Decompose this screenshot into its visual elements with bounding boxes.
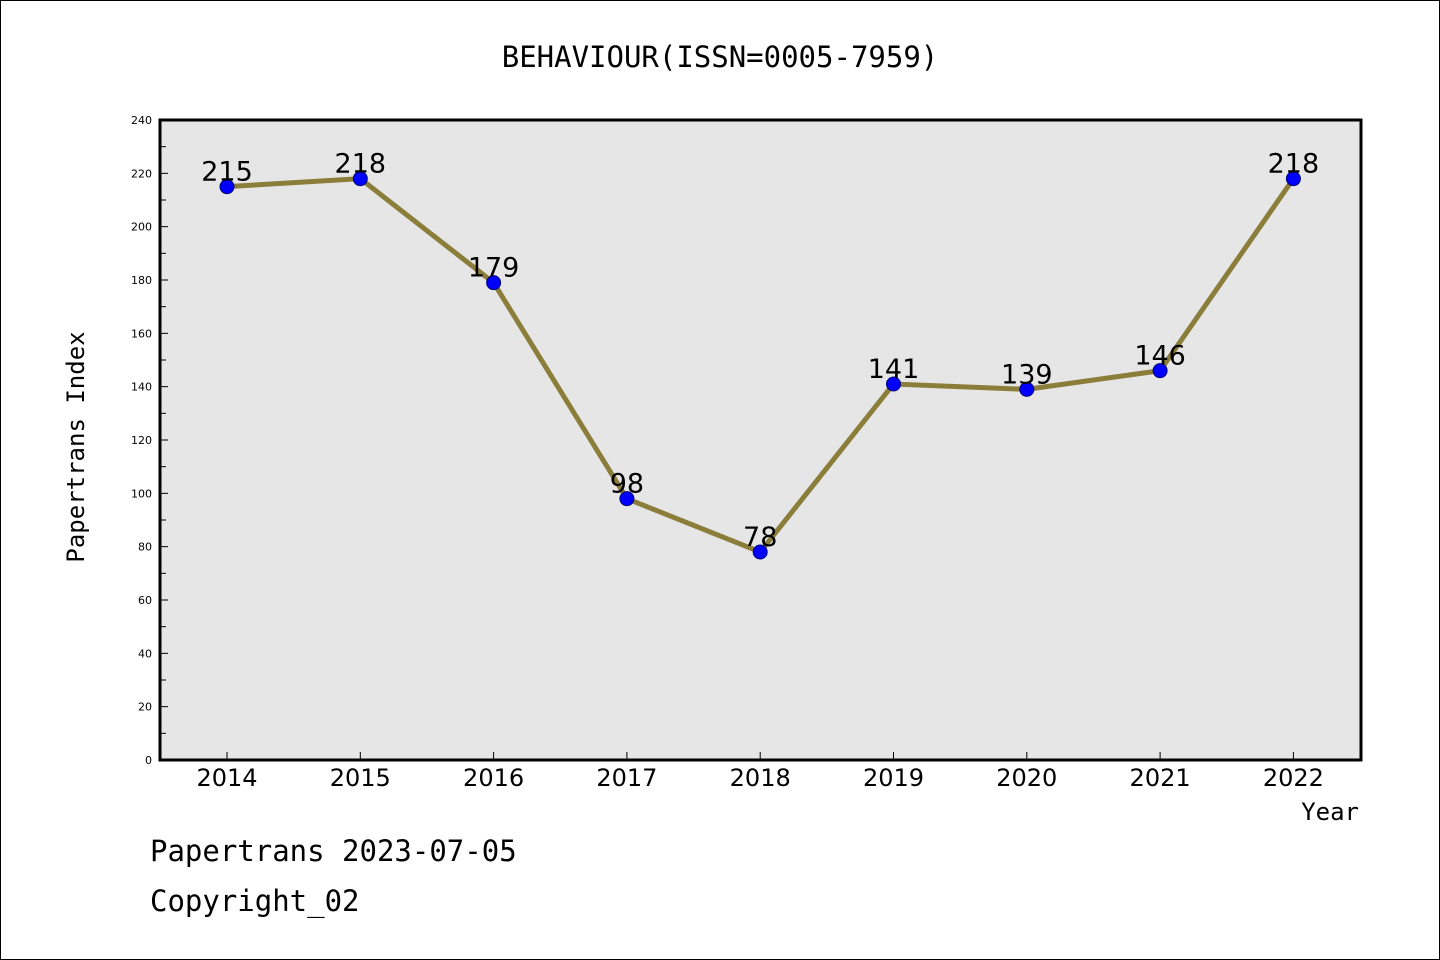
y-tick-label: 180: [131, 274, 152, 287]
y-tick-label: 100: [131, 487, 152, 500]
y-tick-label: 240: [131, 114, 152, 127]
data-label: 218: [335, 149, 387, 180]
footer-copyright: Copyright_02: [150, 884, 360, 918]
data-markers: [219, 171, 1301, 560]
y-tick-label: 0: [145, 754, 152, 767]
data-point: [886, 376, 901, 392]
y-tick-label: 60: [138, 594, 152, 607]
data-label: 179: [468, 253, 520, 284]
data-point: [219, 179, 235, 195]
x-tick-label: 2014: [196, 764, 257, 792]
x-tick-label: 2020: [996, 764, 1057, 792]
data-point: [619, 491, 635, 507]
x-axis: 2014 2015 2016 2017 2018 2019 2020 2021 2022: [196, 752, 1324, 792]
x-tick-label: 2015: [330, 764, 391, 792]
data-label: 215: [201, 157, 253, 188]
footer-date: Papertrans 2023-07-05: [150, 834, 517, 868]
y-axis-label: Papertrans Index: [62, 331, 90, 562]
data-label: 218: [1268, 149, 1320, 180]
data-point: [752, 544, 768, 560]
x-tick-label: 2022: [1263, 764, 1324, 792]
y-tick-label: 160: [131, 327, 152, 340]
x-tick-label: 2018: [730, 764, 791, 792]
plot-area: [158, 118, 1363, 762]
data-point: [1152, 363, 1168, 379]
x-axis-label: Year: [1301, 798, 1359, 826]
data-label: 78: [743, 522, 777, 553]
y-tick-label: 120: [131, 434, 152, 447]
data-point: [1019, 381, 1035, 397]
y-tick-label: 140: [131, 381, 152, 394]
y-tick-label: 80: [138, 541, 152, 554]
y-tick-label: 220: [131, 167, 152, 180]
data-label: 146: [1134, 341, 1186, 372]
data-point: [486, 275, 502, 291]
y-axis: 0 20 40 60 80 100 120 140 160 180 200 220 240: [131, 114, 168, 767]
data-labels: 215 218 179 98 78 141 139 146 218: [201, 149, 1319, 553]
x-tick-label: 2016: [463, 764, 524, 792]
x-tick-label: 2017: [596, 764, 657, 792]
data-point: [1285, 171, 1301, 187]
data-point: [352, 171, 368, 187]
data-label: 98: [610, 469, 644, 500]
data-label: 139: [1001, 359, 1053, 390]
x-tick-label: 2019: [863, 764, 924, 792]
y-tick-label: 40: [138, 647, 152, 660]
x-tick-label: 2021: [1130, 764, 1191, 792]
y-tick-label: 20: [138, 701, 152, 714]
chart-title: BEHAVIOUR(ISSN=0005-7959): [502, 40, 939, 74]
data-label: 141: [868, 354, 920, 385]
y-tick-label: 200: [131, 221, 152, 234]
